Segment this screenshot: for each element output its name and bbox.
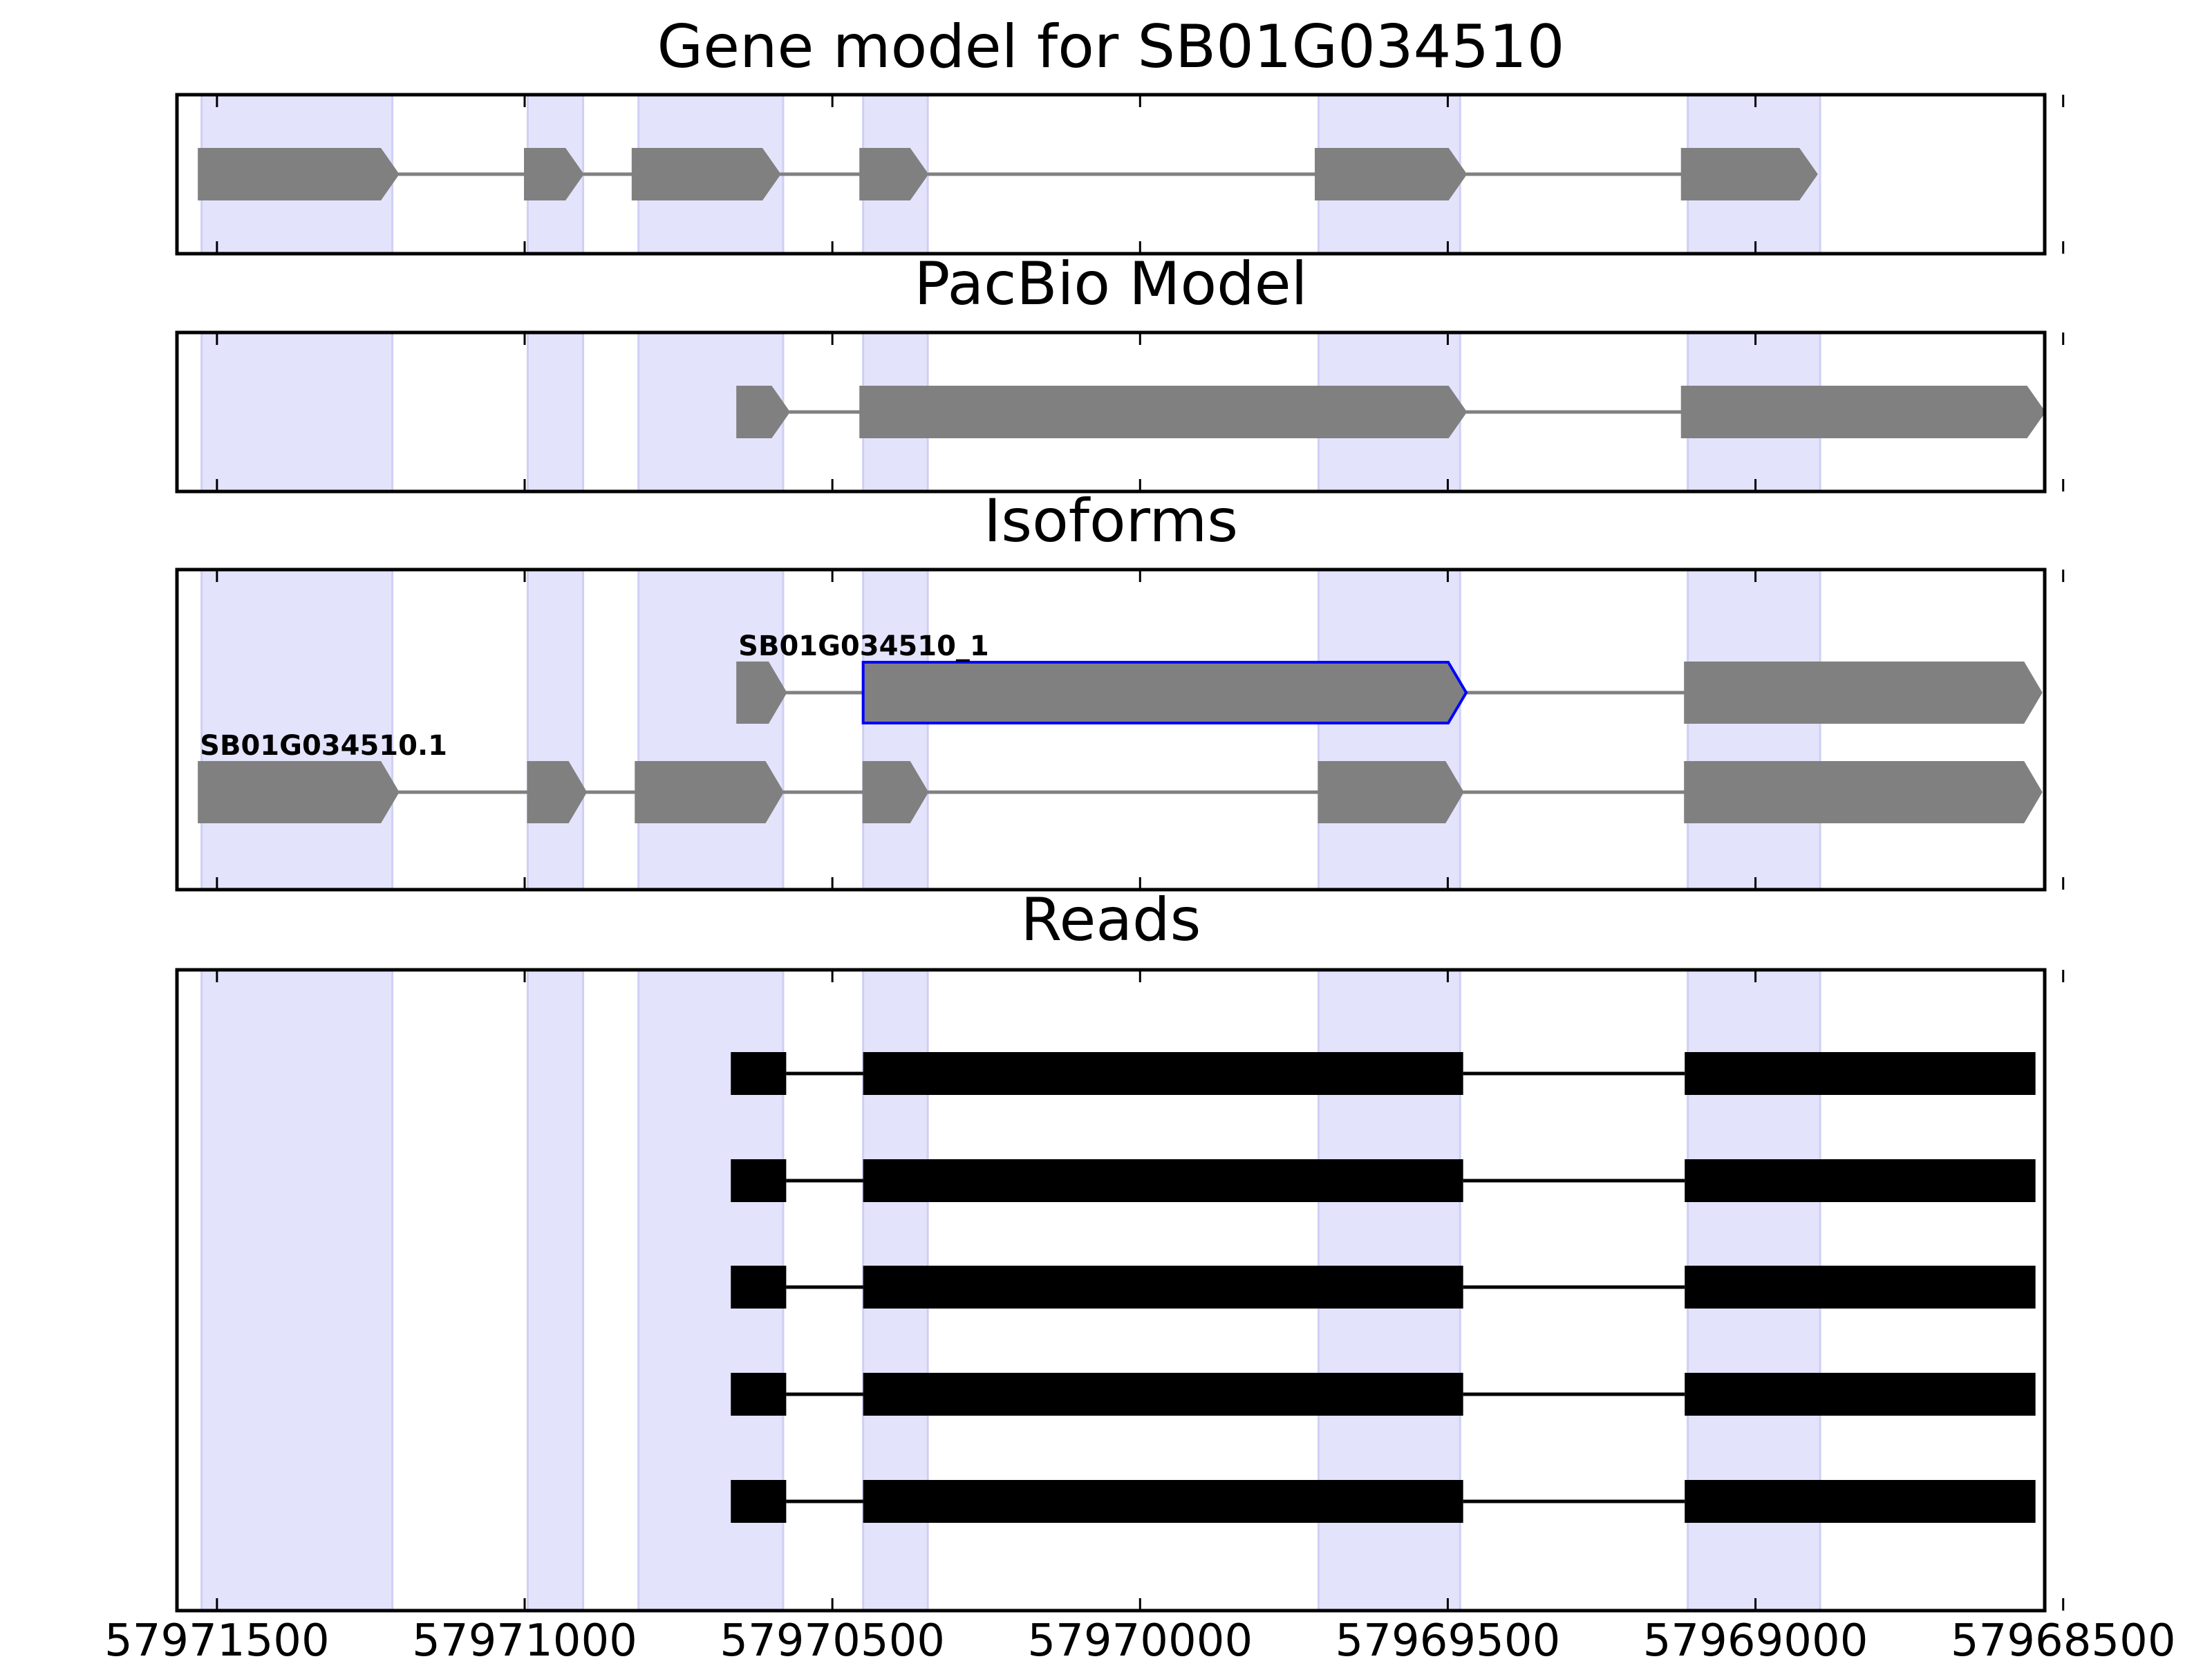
read-block [731, 1480, 787, 1523]
read-block [863, 1266, 1463, 1309]
panel-title: Isoforms [984, 487, 1238, 556]
exon-shading-band [1317, 568, 1461, 891]
exon-shading-band [1687, 568, 1821, 891]
x-tick-label: 57970500 [720, 1615, 945, 1659]
transcript [736, 386, 2046, 438]
read [731, 1480, 2036, 1523]
exon [1315, 148, 1468, 200]
exon-shading-band [637, 568, 785, 891]
exon-shading-band [200, 568, 394, 891]
panel-3: SB01G034510_1 SB01G034510.1 Isoforms [175, 487, 2065, 892]
read-block [1685, 1480, 2036, 1523]
panel-4: Reads [175, 885, 2065, 1613]
read [731, 1373, 2036, 1416]
transcript: SB01G034510.1 [198, 730, 2043, 823]
exon [1684, 761, 2043, 823]
read-block [863, 1480, 1463, 1523]
exon [1684, 662, 2043, 724]
panel-frame [175, 330, 2047, 494]
read [731, 1266, 2036, 1309]
panel-2: PacBio Model [175, 250, 2065, 494]
panel-title: Gene model for SB01G034510 [657, 12, 1565, 82]
exon-shading-band [526, 331, 585, 493]
read-block [1685, 1052, 2036, 1095]
exon [198, 761, 400, 823]
exon [859, 148, 929, 200]
read-block [1685, 1159, 2036, 1202]
panel-title: PacBio Model [914, 250, 1307, 319]
transcript: SB01G034510_1 [736, 630, 2043, 724]
read-block [863, 1159, 1463, 1202]
exon-shading-band [862, 568, 929, 891]
read-block [731, 1266, 787, 1309]
exon [859, 386, 1468, 438]
exon [1680, 386, 2046, 438]
exon [1680, 148, 1818, 200]
transcript [198, 148, 1818, 200]
exon [1318, 761, 1464, 823]
panel-title: Reads [1021, 885, 1201, 955]
exon [635, 761, 785, 823]
read-block [1685, 1373, 2036, 1416]
exon-highlighted [861, 661, 1468, 724]
read [731, 1159, 2036, 1202]
exon-shading-band [526, 968, 585, 1612]
read-block [863, 1373, 1463, 1416]
isoform-label: SB01G034510.1 [200, 730, 447, 762]
figure-panels: Gene model for SB01G034510 PacBio Model SB… [175, 12, 2065, 1613]
isoform-label: SB01G034510_1 [738, 630, 989, 662]
x-axis-tick-labels: 57971500 57971000 57970500 57970000 57969500… [104, 1615, 2176, 1659]
exon-shading-band [526, 568, 585, 891]
read-block [731, 1159, 787, 1202]
panel-frame [175, 568, 2047, 892]
x-tick-label: 57968500 [1951, 1615, 2176, 1659]
read-block [731, 1052, 787, 1095]
x-tick-label: 57970000 [1027, 1615, 1253, 1659]
panel-frame [175, 93, 2047, 256]
exon [736, 662, 787, 724]
exon [862, 761, 929, 823]
exon [527, 761, 588, 823]
x-tick-label: 57971000 [412, 1615, 637, 1659]
x-tick-label: 57969500 [1335, 1615, 1561, 1659]
exon-shading-band [200, 968, 394, 1612]
read [731, 1052, 2036, 1095]
exon [631, 148, 781, 200]
exon [198, 148, 400, 200]
exon-shading-band [200, 331, 394, 493]
panel-frame [175, 968, 2047, 1613]
read-block [863, 1052, 1463, 1095]
read-block [1685, 1266, 2036, 1309]
exon [524, 148, 584, 200]
panel-1: Gene model for SB01G034510 [175, 12, 2065, 256]
read-block [731, 1373, 787, 1416]
x-tick-label: 57971500 [104, 1615, 330, 1659]
exon [736, 386, 791, 438]
x-tick-label: 57969000 [1643, 1615, 1868, 1659]
